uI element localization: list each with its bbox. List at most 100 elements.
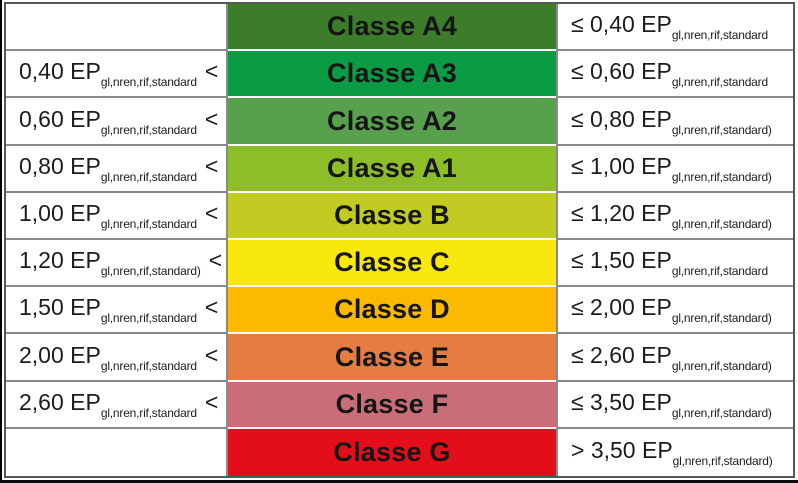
- table-row: 0,40 EPgl,nren,rif,standard < Classe A3 ≤ 0…: [6, 51, 793, 99]
- lower-bound-text: 2,60 EPgl,nren,rif,standard <: [19, 389, 218, 420]
- lower-bound-subscript: gl,nren,rif,standard: [100, 405, 197, 420]
- upper-bound-subscript: gl,nren,rif,standard): [671, 358, 772, 373]
- lower-bound-text: [19, 11, 27, 42]
- class-label: Classe A3: [327, 58, 457, 89]
- table-row: 1,50 EPgl,nren,rif,standard < Classe D ≤ 2,…: [6, 287, 793, 335]
- table-row: Classe G > 3,50 EPgl,nren,rif,standard): [6, 428, 793, 477]
- upper-bound-value: ≤ 1,00 EP: [571, 152, 672, 179]
- lower-bound-value: 1,00 EP: [19, 199, 101, 226]
- class-label: Classe A4: [327, 11, 457, 42]
- class-band: Classe C: [228, 240, 556, 288]
- table-row: 2,60 EPgl,nren,rif,standard < Classe F ≤ 3,…: [6, 381, 793, 429]
- lower-bound-cell: [6, 428, 228, 477]
- lower-bound-value: 2,60 EP: [19, 388, 101, 415]
- lower-bound-operator: <: [204, 105, 219, 132]
- upper-bound-value: ≤ 0,40 EP: [571, 11, 672, 38]
- upper-bound-subscript: gl,nren,rif,standard: [671, 28, 768, 43]
- upper-bound-subscript: gl,nren,rif,standard: [671, 75, 768, 90]
- upper-bound-cell: ≤ 1,50 EPgl,nren,rif,standard: [556, 240, 793, 288]
- class-band: Classe B: [228, 192, 556, 241]
- lower-bound-text: 0,40 EPgl,nren,rif,standard <: [19, 58, 218, 89]
- lower-bound-cell: 1,20 EPgl,nren,rif,standard) <: [6, 240, 228, 288]
- class-label: Classe B: [334, 199, 450, 230]
- class-band: Classe E: [228, 334, 556, 382]
- lower-bound-text: 1,00 EPgl,nren,rif,standard <: [19, 200, 218, 231]
- upper-bound-subscript: gl,nren,rif,standard): [671, 311, 772, 326]
- upper-bound-subscript: gl,nren,rif,standard): [671, 122, 772, 137]
- lower-bound-subscript: gl,nren,rif,standard: [100, 122, 197, 137]
- lower-bound-subscript: gl,nren,rif,standard): [100, 264, 201, 279]
- left-edge-border: [0, 0, 2, 483]
- lower-bound-value: 1,20 EP: [19, 247, 101, 274]
- upper-bound-text: ≤ 0,60 EPgl,nren,rif,standard: [571, 58, 768, 89]
- table-row: Classe A4 ≤ 0,40 EPgl,nren,rif,standard: [6, 4, 793, 52]
- upper-bound-value: ≤ 0,80 EP: [571, 105, 672, 132]
- upper-bound-cell: ≤ 0,40 EPgl,nren,rif,standard: [556, 4, 793, 52]
- lower-bound-cell: 0,40 EPgl,nren,rif,standard <: [6, 51, 228, 99]
- lower-bound-text: [19, 437, 27, 468]
- lower-bound-cell: 0,80 EPgl,nren,rif,standard <: [6, 145, 228, 193]
- upper-bound-subscript: gl,nren,rif,standard): [671, 169, 772, 184]
- table-row: 1,00 EPgl,nren,rif,standard < Classe B ≤ 1,…: [6, 192, 793, 241]
- lower-bound-text: 2,00 EPgl,nren,rif,standard <: [19, 342, 218, 373]
- upper-bound-value: ≤ 3,50 EP: [571, 388, 672, 415]
- lower-bound-value: 1,50 EP: [19, 294, 101, 321]
- upper-bound-cell: ≤ 3,50 EPgl,nren,rif,standard): [556, 381, 793, 429]
- upper-bound-text: ≤ 0,80 EPgl,nren,rif,standard): [571, 106, 772, 137]
- lower-bound-subscript: gl,nren,rif,standard: [100, 216, 197, 231]
- upper-bound-value: ≤ 1,20 EP: [571, 199, 672, 226]
- upper-bound-value: > 3,50 EP: [571, 436, 673, 463]
- lower-bound-operator: <: [204, 294, 219, 321]
- lower-bound-operator: <: [208, 247, 223, 274]
- upper-bound-subscript: gl,nren,rif,standard): [672, 453, 773, 468]
- upper-bound-text: ≤ 1,00 EPgl,nren,rif,standard): [571, 153, 772, 184]
- lower-bound-text: 1,50 EPgl,nren,rif,standard <: [19, 294, 218, 325]
- upper-bound-subscript: gl,nren,rif,standard): [671, 216, 772, 231]
- upper-bound-text: ≤ 2,60 EPgl,nren,rif,standard): [571, 342, 772, 373]
- upper-bound-cell: ≤ 1,20 EPgl,nren,rif,standard): [556, 192, 793, 241]
- class-label: Classe A2: [327, 105, 457, 136]
- lower-bound-operator: <: [204, 152, 219, 179]
- upper-bound-text: ≤ 1,50 EPgl,nren,rif,standard: [571, 247, 768, 278]
- lower-bound-cell: 2,60 EPgl,nren,rif,standard <: [6, 381, 228, 429]
- class-band: Classe F: [228, 381, 556, 429]
- lower-bound-text: 0,60 EPgl,nren,rif,standard <: [19, 106, 218, 137]
- lower-bound-value: 0,80 EP: [19, 152, 101, 179]
- lower-bound-operator: <: [204, 199, 219, 226]
- class-label: Classe C: [334, 247, 450, 278]
- upper-bound-text: ≤ 0,40 EPgl,nren,rif,standard: [571, 11, 768, 42]
- class-label: Classe G: [333, 436, 451, 467]
- upper-bound-value: ≤ 0,60 EP: [571, 58, 672, 85]
- lower-bound-operator: <: [204, 388, 219, 415]
- lower-bound-subscript: gl,nren,rif,standard: [100, 358, 197, 373]
- lower-bound-subscript: gl,nren,rif,standard: [100, 75, 197, 90]
- upper-bound-text: ≤ 3,50 EPgl,nren,rif,standard): [571, 389, 772, 420]
- lower-bound-cell: 1,00 EPgl,nren,rif,standard <: [6, 192, 228, 241]
- lower-bound-value: 0,40 EP: [19, 58, 101, 85]
- upper-bound-value: ≤ 2,60 EP: [571, 341, 672, 368]
- table-row: 1,20 EPgl,nren,rif,standard) < Classe C ≤ 1…: [6, 240, 793, 288]
- lower-bound-cell: 1,50 EPgl,nren,rif,standard <: [6, 287, 228, 335]
- lower-bound-operator: <: [204, 341, 219, 368]
- lower-bound-cell: 0,60 EPgl,nren,rif,standard <: [6, 98, 228, 146]
- class-band: Classe A4: [228, 4, 556, 52]
- class-label: Classe F: [335, 388, 449, 419]
- upper-bound-subscript: gl,nren,rif,standard): [671, 405, 772, 420]
- class-label: Classe D: [334, 294, 450, 325]
- upper-bound-cell: > 3,50 EPgl,nren,rif,standard): [556, 428, 793, 477]
- upper-bound-cell: ≤ 2,60 EPgl,nren,rif,standard): [556, 334, 793, 382]
- upper-bound-subscript: gl,nren,rif,standard: [671, 264, 768, 279]
- upper-bound-cell: ≤ 2,00 EPgl,nren,rif,standard): [556, 287, 793, 335]
- table-row: 0,60 EPgl,nren,rif,standard < Classe A2 ≤ 0…: [6, 98, 793, 146]
- table-row: 0,80 EPgl,nren,rif,standard < Classe A1 ≤ 1…: [6, 145, 793, 193]
- upper-bound-cell: ≤ 1,00 EPgl,nren,rif,standard): [556, 145, 793, 193]
- upper-bound-text: ≤ 2,00 EPgl,nren,rif,standard): [571, 294, 772, 325]
- lower-bound-text: 1,20 EPgl,nren,rif,standard) <: [19, 247, 222, 278]
- lower-bound-text: 0,80 EPgl,nren,rif,standard <: [19, 153, 218, 184]
- class-band: Classe A2: [228, 98, 556, 146]
- class-label: Classe E: [334, 341, 450, 372]
- lower-bound-value: 0,60 EP: [19, 105, 101, 132]
- class-band: Classe A3: [228, 51, 556, 99]
- table-row: 2,00 EPgl,nren,rif,standard < Classe E ≤ 2,…: [6, 334, 793, 382]
